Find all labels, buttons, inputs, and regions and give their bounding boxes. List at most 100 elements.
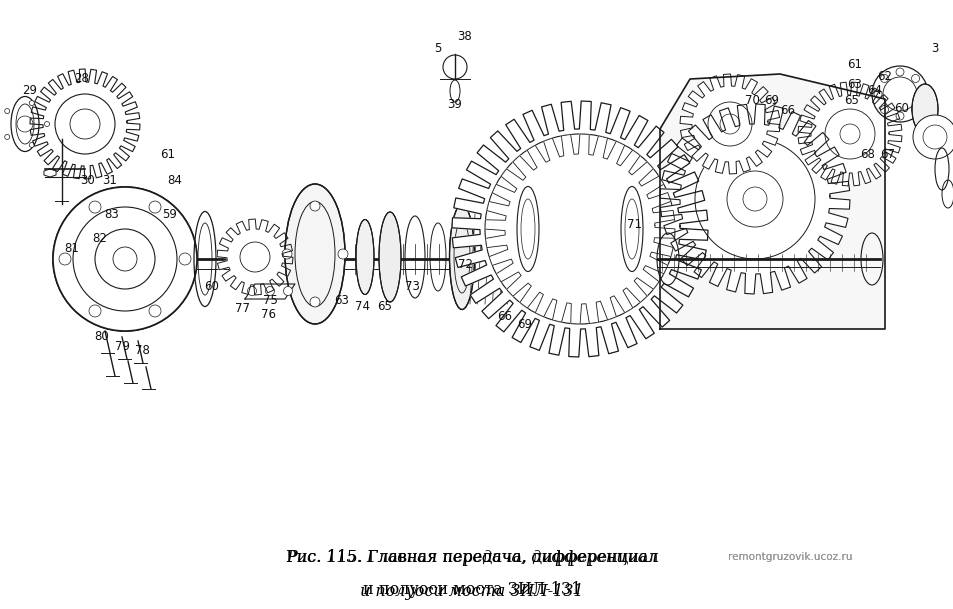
- Circle shape: [247, 286, 256, 295]
- Text: 79: 79: [114, 340, 130, 353]
- Text: 82: 82: [92, 233, 108, 245]
- Circle shape: [555, 204, 604, 254]
- Circle shape: [112, 247, 137, 271]
- Text: 31: 31: [103, 175, 117, 188]
- Circle shape: [45, 122, 50, 127]
- Circle shape: [824, 109, 874, 159]
- Text: 75: 75: [262, 295, 277, 308]
- Circle shape: [5, 135, 10, 139]
- Text: 5: 5: [434, 43, 441, 55]
- Circle shape: [880, 105, 887, 113]
- Text: 76: 76: [260, 308, 275, 320]
- Text: 66: 66: [780, 105, 795, 118]
- Polygon shape: [659, 74, 884, 329]
- Circle shape: [726, 171, 782, 227]
- Circle shape: [89, 201, 101, 213]
- Text: 84: 84: [168, 175, 182, 188]
- Polygon shape: [484, 134, 675, 324]
- Ellipse shape: [378, 212, 400, 302]
- Circle shape: [880, 74, 887, 82]
- Circle shape: [310, 297, 319, 307]
- Circle shape: [73, 207, 177, 311]
- Circle shape: [911, 105, 919, 113]
- Circle shape: [53, 187, 196, 331]
- Ellipse shape: [449, 205, 474, 309]
- Text: 64: 64: [866, 85, 882, 97]
- Text: 81: 81: [65, 242, 79, 256]
- Circle shape: [912, 115, 953, 159]
- Text: 71: 71: [627, 217, 641, 230]
- Circle shape: [59, 253, 71, 265]
- Circle shape: [283, 286, 293, 295]
- Polygon shape: [30, 69, 140, 179]
- Text: 74: 74: [355, 300, 369, 314]
- Circle shape: [53, 187, 196, 331]
- Circle shape: [240, 242, 270, 272]
- Circle shape: [882, 77, 916, 111]
- Text: 78: 78: [134, 345, 150, 357]
- Circle shape: [911, 74, 919, 82]
- Circle shape: [310, 201, 319, 211]
- Circle shape: [895, 68, 903, 76]
- Polygon shape: [216, 219, 293, 295]
- Text: 69: 69: [763, 94, 779, 108]
- Circle shape: [720, 114, 740, 134]
- Text: Рис. 115. Главная передача, дифференциал: Рис. 115. Главная передача, дифференциал: [285, 549, 658, 566]
- Circle shape: [30, 143, 34, 147]
- Circle shape: [30, 100, 34, 105]
- Text: 65: 65: [843, 94, 859, 108]
- Text: 67: 67: [880, 147, 895, 161]
- Text: 60: 60: [894, 102, 908, 116]
- Polygon shape: [452, 101, 707, 357]
- Text: 63: 63: [846, 77, 862, 91]
- Circle shape: [179, 253, 191, 265]
- Ellipse shape: [285, 184, 345, 324]
- Text: 60: 60: [204, 281, 219, 294]
- Text: 3: 3: [930, 43, 938, 55]
- Text: 72: 72: [457, 258, 472, 270]
- Text: remontgruzovik.ucoz.ru: remontgruzovik.ucoz.ru: [727, 552, 851, 562]
- Polygon shape: [679, 74, 780, 174]
- Text: 80: 80: [94, 331, 110, 343]
- Polygon shape: [659, 104, 849, 294]
- Circle shape: [917, 90, 925, 98]
- Text: 59: 59: [162, 208, 177, 220]
- Text: 83: 83: [105, 208, 119, 220]
- Text: 77: 77: [234, 303, 250, 315]
- Circle shape: [873, 90, 882, 98]
- Text: и полуоси моста ЗИЛ-131: и полуоси моста ЗИЛ-131: [362, 580, 580, 597]
- Circle shape: [149, 201, 161, 213]
- Text: 30: 30: [81, 175, 95, 188]
- Text: 29: 29: [23, 85, 37, 97]
- Text: и полуоси моста ЗИЛ-131: и полуоси моста ЗИЛ-131: [360, 582, 583, 599]
- Circle shape: [89, 305, 101, 317]
- Circle shape: [149, 305, 161, 317]
- Text: 61: 61: [846, 57, 862, 71]
- Text: Рис. 115. Главная передача, дифференциал: Рис. 115. Главная передача, дифференциал: [286, 549, 657, 566]
- Circle shape: [337, 249, 348, 259]
- Circle shape: [70, 109, 100, 139]
- Text: 63: 63: [335, 295, 349, 308]
- Text: 68: 68: [860, 147, 875, 161]
- Circle shape: [707, 102, 751, 146]
- Circle shape: [95, 229, 154, 289]
- Circle shape: [742, 187, 766, 211]
- Circle shape: [484, 134, 675, 324]
- Text: 38: 38: [457, 30, 472, 43]
- Text: 70: 70: [743, 94, 759, 108]
- Text: remontgruzovik.ucoz.ru: remontgruzovik.ucoz.ru: [727, 552, 851, 562]
- Text: 73: 73: [404, 281, 419, 294]
- Circle shape: [5, 108, 10, 113]
- Text: 65: 65: [377, 300, 392, 314]
- Circle shape: [871, 66, 927, 122]
- Circle shape: [17, 116, 33, 132]
- Circle shape: [282, 249, 292, 259]
- Circle shape: [895, 112, 903, 120]
- Text: 61: 61: [160, 147, 175, 161]
- Circle shape: [840, 124, 859, 144]
- Text: 69: 69: [517, 317, 532, 331]
- Circle shape: [55, 94, 115, 154]
- Circle shape: [265, 286, 274, 295]
- Text: 28: 28: [74, 72, 90, 85]
- Text: 62: 62: [877, 71, 892, 83]
